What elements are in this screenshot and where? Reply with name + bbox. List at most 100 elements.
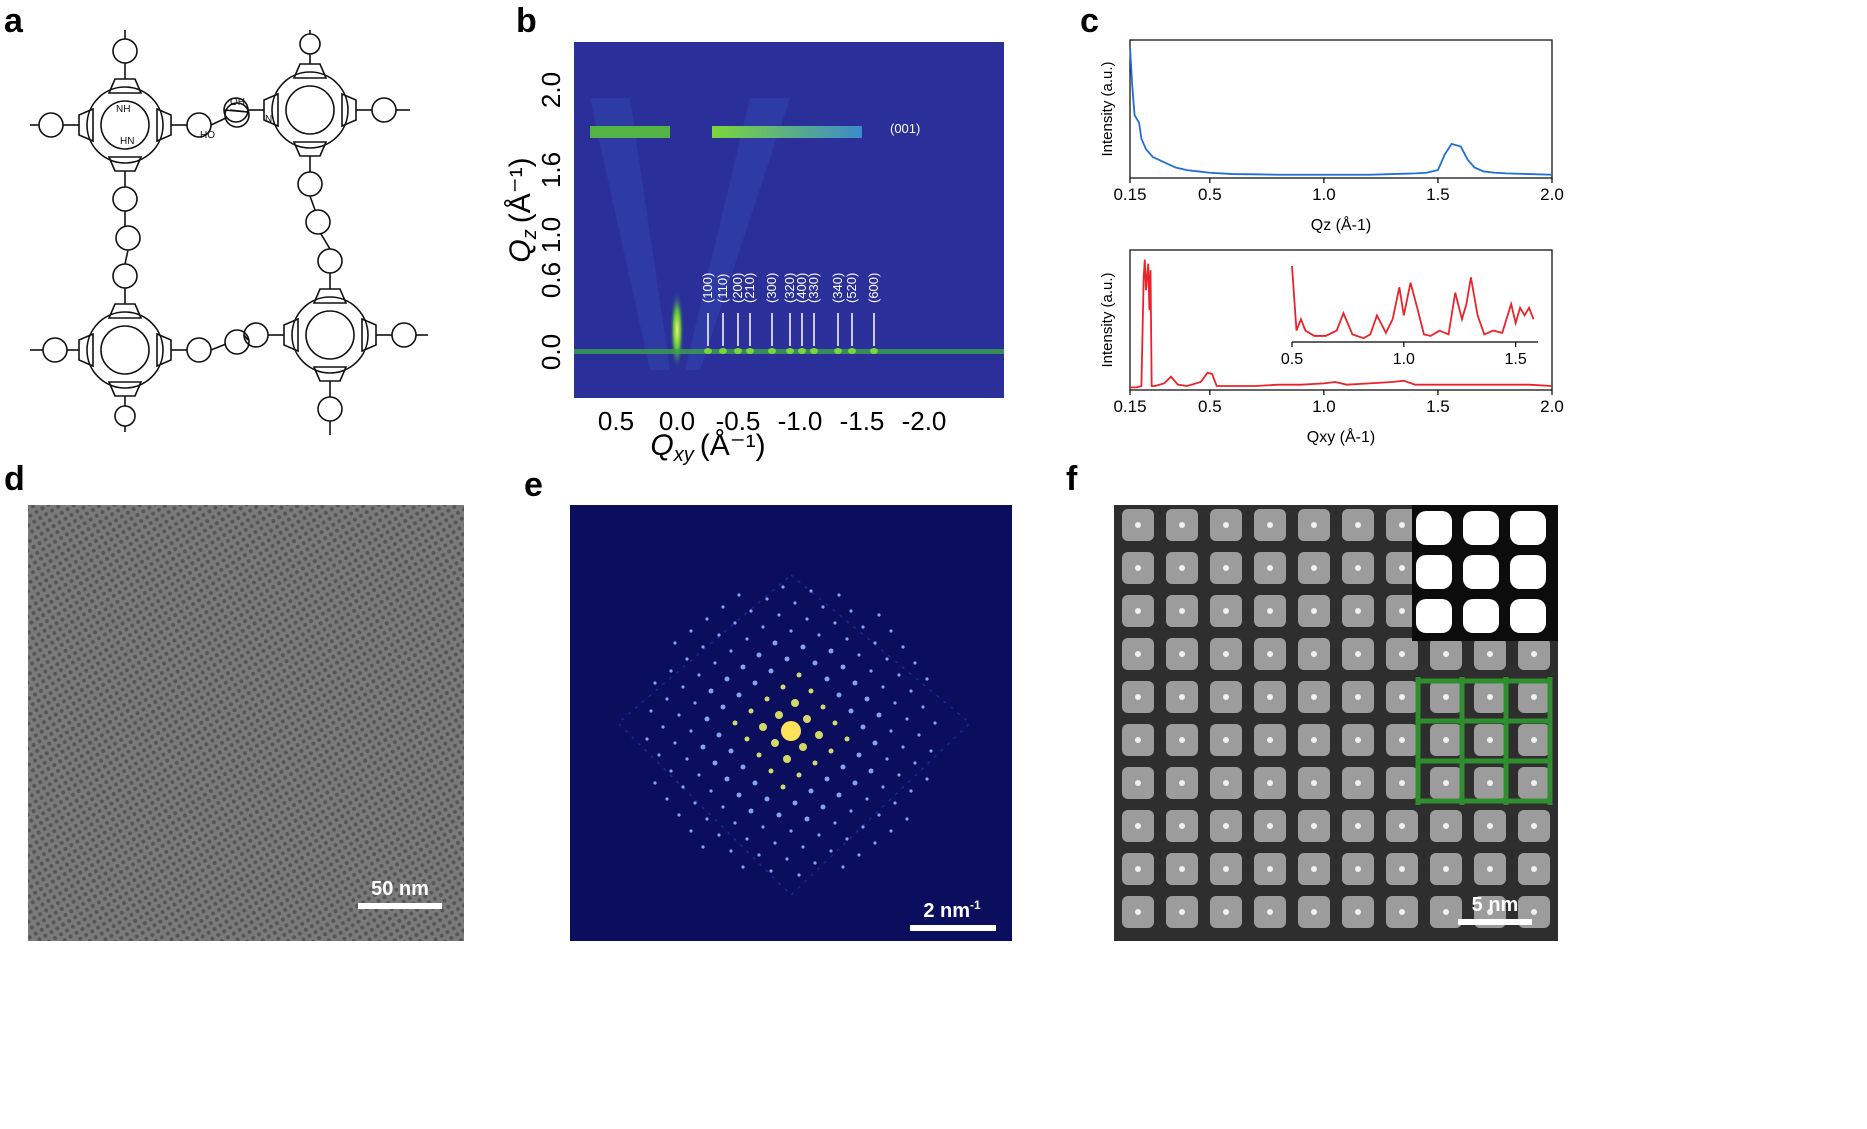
- diffraction-spot: [929, 749, 933, 753]
- direct-beam: [670, 290, 684, 370]
- in-plane-peak-spot: [834, 348, 842, 354]
- diffraction-spot: [649, 709, 653, 713]
- diffraction-spot: [909, 789, 913, 793]
- pore-center-dot: [1311, 565, 1317, 571]
- diffraction-spot: [708, 688, 714, 694]
- diffraction-spots: [645, 585, 937, 877]
- plot-frame: [1129, 39, 1553, 179]
- diffraction-spot: [716, 732, 722, 738]
- diffraction-spot: [653, 681, 657, 685]
- pore-center-dot: [1311, 522, 1317, 528]
- miller-index-label: (300): [764, 273, 779, 303]
- diffraction-spot: [736, 692, 742, 698]
- x-tick-label: 1.0: [1312, 185, 1336, 204]
- pore-center-dot: [1135, 823, 1141, 829]
- x-tick-label: -2.0: [902, 406, 947, 436]
- diffraction-spot: [645, 737, 649, 741]
- y-tick-label: 1.0: [536, 217, 566, 253]
- diffraction-spot: [840, 664, 846, 670]
- diffraction-spot: [791, 699, 799, 707]
- diffraction-spot: [925, 677, 929, 681]
- pore-center-dot: [1179, 522, 1185, 528]
- diffraction-spot: [772, 640, 778, 646]
- diffraction-spot: [797, 873, 801, 877]
- diffraction-spot: [705, 817, 709, 821]
- diffraction-spot: [777, 613, 781, 617]
- diffraction-spot: [701, 645, 705, 649]
- diffraction-spot: [724, 776, 730, 782]
- pore-center-dot: [1135, 651, 1141, 657]
- diffraction-spot: [805, 617, 809, 621]
- diffraction-spot: [820, 804, 826, 810]
- diffraction-spot: [756, 752, 762, 758]
- diffraction-spot: [761, 825, 765, 829]
- diffraction-spot: [677, 713, 681, 717]
- pore-center-dot: [1179, 737, 1185, 743]
- diffraction-spot: [849, 809, 853, 813]
- diffraction-spot: [796, 672, 802, 678]
- diffraction-spot: [868, 768, 874, 774]
- pore-center-dot: [1355, 823, 1361, 829]
- diffraction-spot: [885, 657, 889, 661]
- x-tick-label: -1.0: [778, 406, 823, 436]
- diffraction-spot: [804, 816, 810, 822]
- porphyrin-bottom-left: [30, 263, 212, 432]
- pore-center-dot: [1531, 737, 1537, 743]
- plot-frame: [1129, 249, 1553, 391]
- pore-center-dot: [1443, 866, 1449, 872]
- in-plane-peak-spot: [719, 348, 727, 354]
- miller-index-label: (100): [700, 273, 715, 303]
- diffraction-spot: [824, 676, 830, 682]
- diffraction-spot: [697, 673, 701, 677]
- diffraction-spot: [689, 729, 693, 733]
- diffraction-spot: [824, 776, 830, 782]
- pore-center-dot: [1311, 651, 1317, 657]
- pore-center-dot: [1311, 866, 1317, 872]
- diffraction-spot: [873, 641, 877, 645]
- simulated-pore: [1463, 555, 1499, 589]
- diffraction-spot: [705, 617, 709, 621]
- diffraction-spot: [840, 764, 846, 770]
- diffraction-spot: [864, 696, 870, 702]
- y-tick-label: 0.0: [536, 334, 566, 370]
- tem-image: 50 nm: [28, 505, 464, 941]
- qz-profile-plot: 0.15 0.5 1.0 1.5 2.0 Intensity (a.u.) Qz (Å-1): [1099, 39, 1564, 234]
- pore-center-dot: [1311, 694, 1317, 700]
- miller-index-label: (340): [830, 273, 845, 303]
- y-axis-label: Intensity (a.u.): [1099, 272, 1116, 367]
- pore-center-dot: [1355, 522, 1361, 528]
- diffraction-spot: [897, 773, 901, 777]
- diffraction-spot: [848, 708, 854, 714]
- diffraction-spot: [769, 869, 773, 873]
- hrtem-image: 5 nm: [1114, 505, 1558, 941]
- diffraction-spot: [732, 720, 738, 726]
- diffraction-spot: [837, 593, 841, 597]
- diffraction-spot: [869, 669, 873, 673]
- diffraction-spot: [812, 660, 818, 666]
- pore-center-dot: [1179, 694, 1185, 700]
- pore-center-dot: [1355, 909, 1361, 915]
- diffraction-spot: [785, 857, 789, 861]
- diffraction-spot: [852, 680, 858, 686]
- diffraction-spot: [717, 833, 721, 837]
- diffraction-spot: [713, 661, 717, 665]
- x-tick-label: 0.5: [1198, 185, 1222, 204]
- pore-center-dot: [1487, 780, 1493, 786]
- pore-center-dot: [1311, 737, 1317, 743]
- diffraction-spot: [745, 837, 749, 841]
- diffraction-spot: [748, 808, 754, 814]
- diffraction-spot: [681, 785, 685, 789]
- diffraction-spot: [803, 715, 811, 723]
- pore-center-dot: [1487, 694, 1493, 700]
- x-tick-label: 1.5: [1426, 185, 1450, 204]
- diffraction-spot: [744, 736, 750, 742]
- diffraction-spot: [712, 760, 718, 766]
- diffraction-spot: [901, 645, 905, 649]
- miller-index-label: (200): [730, 273, 745, 303]
- in-plane-peak-spot: [746, 348, 754, 354]
- diffraction-spot: [876, 712, 882, 718]
- miller-index-label: (320): [782, 273, 797, 303]
- diffraction-spot: [704, 716, 710, 722]
- simulated-pore: [1416, 599, 1452, 633]
- atom-label-ho: HO: [200, 130, 215, 141]
